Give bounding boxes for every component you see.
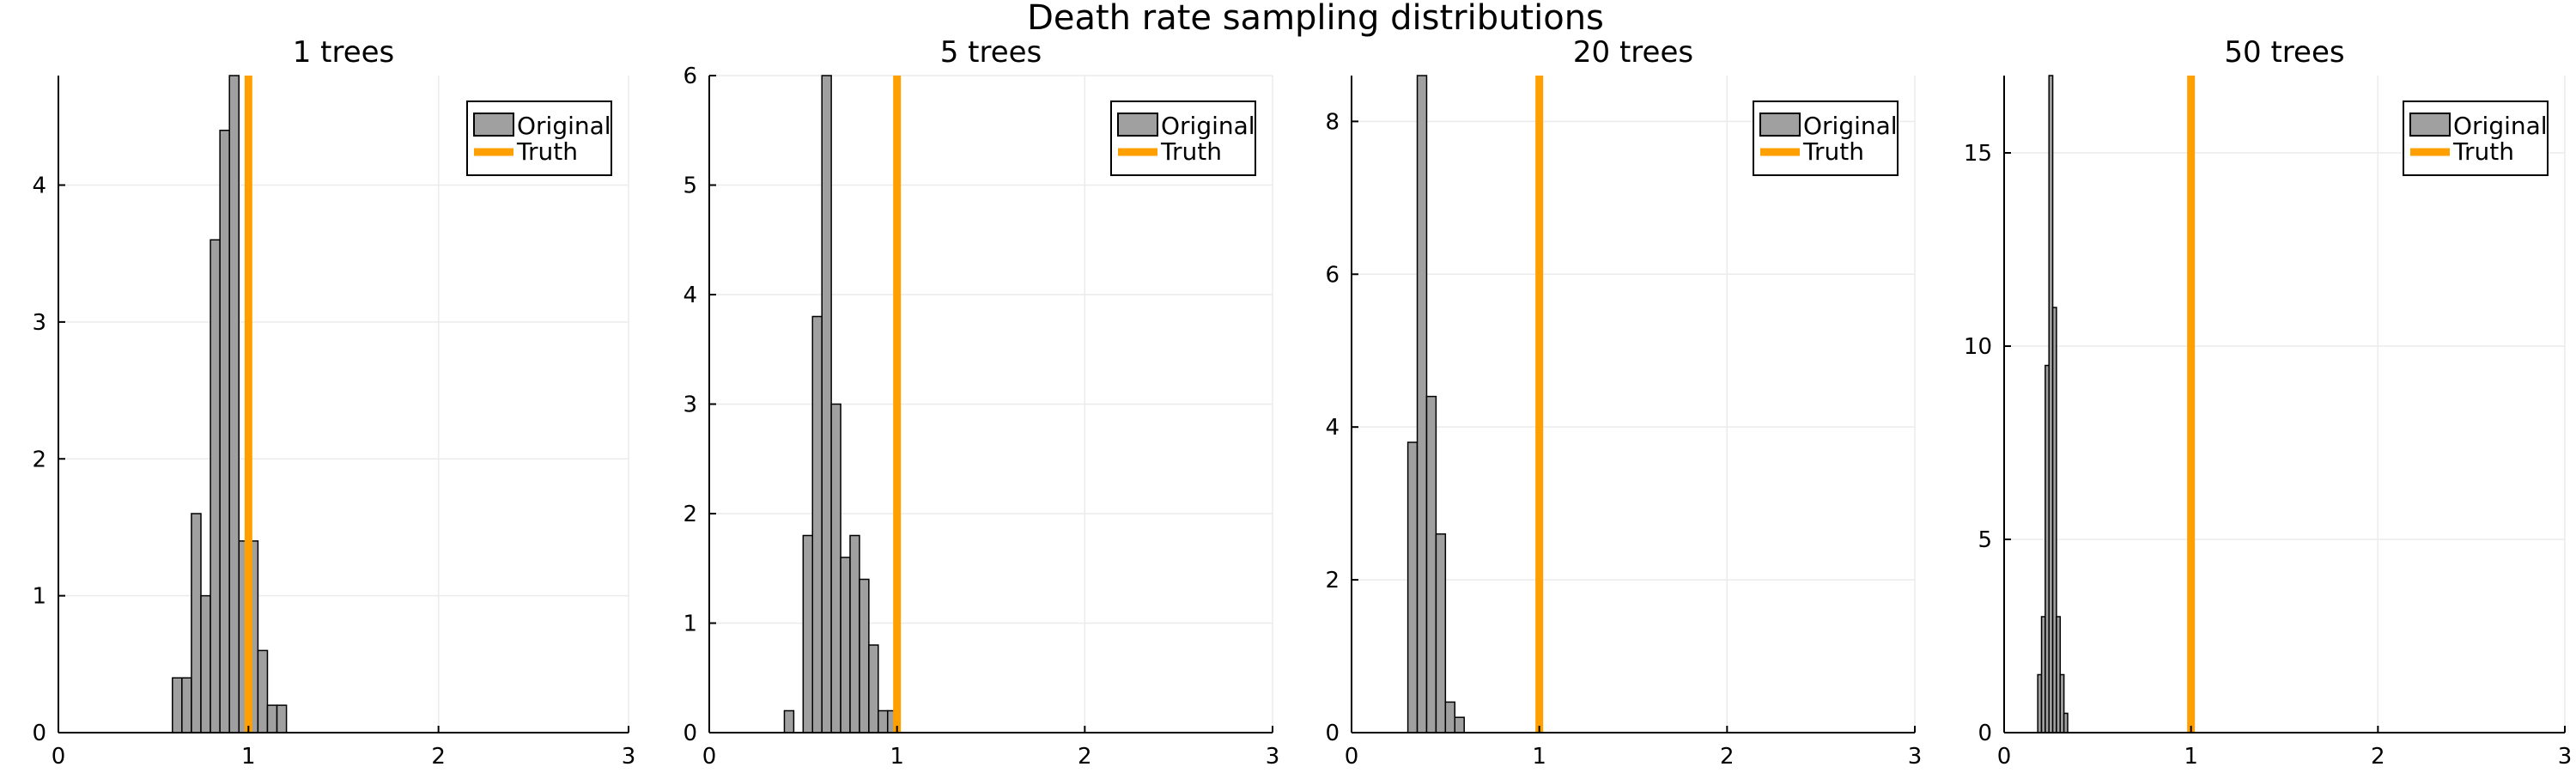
legend-label-original: Original xyxy=(1803,112,1898,140)
y-tick-label: 15 xyxy=(1964,141,1992,167)
y-tick-label: 4 xyxy=(683,283,697,308)
histogram-bar xyxy=(181,677,192,733)
x-tick-label: 1 xyxy=(890,744,904,770)
figure-title: Death rate sampling distributions xyxy=(1027,0,1604,38)
legend-label-truth: Truth xyxy=(1802,137,1864,166)
x-tick-label: 0 xyxy=(702,744,717,770)
legend-label-original: Original xyxy=(2453,112,2548,140)
legend-swatch-original xyxy=(2409,113,2451,137)
y-tick-label: 2 xyxy=(683,502,697,527)
histogram-bar xyxy=(200,594,211,733)
y-tick-label: 0 xyxy=(1325,721,1340,746)
x-tick-label: 1 xyxy=(241,744,256,770)
histogram-bar xyxy=(849,534,860,733)
subplot-title: 20 trees xyxy=(1573,35,1693,70)
x-tick-label: 3 xyxy=(622,744,636,770)
subplot-title: 50 trees xyxy=(2224,35,2344,70)
y-tick-label: 2 xyxy=(1325,568,1340,593)
x-tick-label: 0 xyxy=(1345,744,1359,770)
y-tick-label: 10 xyxy=(1964,334,1992,360)
histogram-bar xyxy=(859,578,870,733)
x-tick-label: 1 xyxy=(2184,744,2198,770)
legend-swatch-original xyxy=(1117,113,1158,137)
histogram-bar xyxy=(1454,716,1465,733)
y-tick-label: 4 xyxy=(1325,415,1340,441)
histogram-bar xyxy=(868,644,879,733)
y-tick-label: 5 xyxy=(683,173,697,199)
x-tick-label: 0 xyxy=(1997,744,2012,770)
histogram-bar xyxy=(172,677,183,733)
x-tick-label: 3 xyxy=(1266,744,1280,770)
y-tick-label: 0 xyxy=(683,721,697,746)
subplot-title: 1 trees xyxy=(293,35,395,70)
legend-label-truth: Truth xyxy=(516,137,578,166)
histogram-bar xyxy=(257,649,269,733)
subplot-title: 5 trees xyxy=(940,35,1042,70)
x-tick-label: 2 xyxy=(431,744,446,770)
legend-swatch-original xyxy=(1759,113,1801,137)
histogram-bar xyxy=(266,704,278,733)
x-tick-label: 2 xyxy=(1720,744,1735,770)
legend-label-original: Original xyxy=(517,112,611,140)
histogram-bar xyxy=(1425,395,1437,733)
histogram-bar xyxy=(1406,441,1419,733)
legend-label-original: Original xyxy=(1161,112,1255,140)
histogram-bar xyxy=(830,403,841,733)
y-tick-label: 1 xyxy=(683,612,697,637)
histogram-bar xyxy=(1435,533,1447,733)
histogram-bar xyxy=(1444,701,1456,733)
histogram-bar xyxy=(802,534,814,733)
histogram-bar xyxy=(2063,712,2069,733)
histogram-bar xyxy=(219,130,230,733)
histogram-bar xyxy=(1416,75,1428,733)
histogram-bar xyxy=(228,75,240,733)
y-tick-label: 3 xyxy=(683,393,697,418)
x-tick-label: 3 xyxy=(1908,744,1923,770)
x-tick-label: 2 xyxy=(1078,744,1092,770)
y-tick-label: 4 xyxy=(32,173,46,199)
x-tick-label: 1 xyxy=(1532,744,1546,770)
legend-label-truth: Truth xyxy=(2452,137,2514,166)
histogram-bar xyxy=(191,513,202,733)
y-tick-label: 0 xyxy=(32,721,46,746)
histogram-bar xyxy=(811,315,823,733)
histogram-bar xyxy=(210,239,221,733)
histogram-bar xyxy=(840,557,851,733)
y-tick-label: 5 xyxy=(1978,527,1992,553)
histogram-bar xyxy=(878,709,889,733)
y-tick-label: 2 xyxy=(32,447,46,472)
histogram-bar xyxy=(783,709,795,733)
histogram-bar xyxy=(821,75,832,733)
histogram-bar xyxy=(276,704,288,733)
y-tick-label: 6 xyxy=(1325,262,1340,288)
y-tick-label: 1 xyxy=(32,584,46,610)
y-tick-label: 0 xyxy=(1978,721,1992,746)
x-tick-label: 2 xyxy=(2371,744,2385,770)
x-tick-label: 0 xyxy=(52,744,66,770)
legend-label-truth: Truth xyxy=(1160,137,1222,166)
legend-swatch-original xyxy=(473,113,514,137)
y-tick-label: 6 xyxy=(683,64,697,89)
y-tick-label: 3 xyxy=(32,310,46,336)
x-tick-label: 3 xyxy=(2558,744,2573,770)
y-tick-label: 8 xyxy=(1325,109,1340,135)
